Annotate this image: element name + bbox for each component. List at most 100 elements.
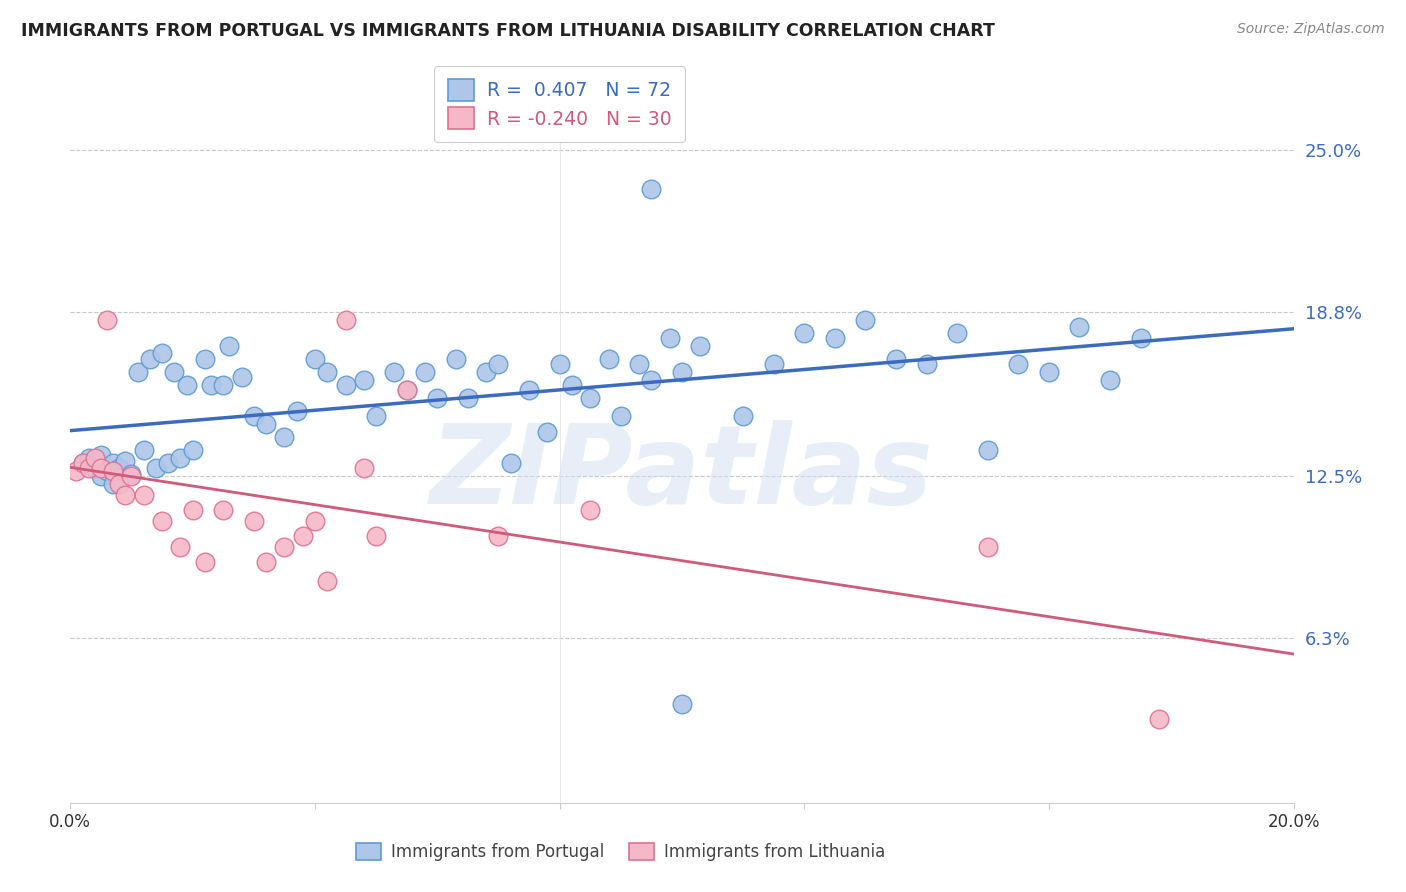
Point — [139, 351, 162, 366]
Point — [285, 404, 308, 418]
Point — [121, 469, 143, 483]
Point — [457, 391, 479, 405]
Point — [150, 514, 173, 528]
Point — [231, 370, 253, 384]
Point — [915, 357, 938, 371]
Point — [1069, 320, 1091, 334]
Point — [194, 351, 217, 366]
Point — [1007, 357, 1029, 371]
Point — [671, 697, 693, 711]
Point — [150, 346, 173, 360]
Point — [77, 450, 100, 465]
Text: Source: ZipAtlas.com: Source: ZipAtlas.com — [1237, 22, 1385, 37]
Point — [96, 312, 118, 326]
Point — [273, 430, 295, 444]
Point — [304, 351, 326, 366]
Point — [132, 443, 155, 458]
Point — [254, 556, 277, 570]
Point — [114, 453, 136, 467]
Point — [194, 556, 217, 570]
Point — [132, 487, 155, 501]
Point — [640, 182, 662, 196]
Point — [291, 529, 314, 543]
Point — [145, 461, 167, 475]
Point — [101, 477, 124, 491]
Point — [1099, 373, 1122, 387]
Point — [762, 357, 785, 371]
Point — [658, 331, 681, 345]
Point — [628, 357, 651, 371]
Point — [316, 365, 339, 379]
Point — [444, 351, 467, 366]
Point — [1038, 365, 1060, 379]
Point — [72, 456, 94, 470]
Point — [976, 540, 998, 554]
Point — [824, 331, 846, 345]
Point — [793, 326, 815, 340]
Point — [366, 529, 388, 543]
Point — [413, 365, 436, 379]
Point — [181, 443, 204, 458]
Point — [548, 357, 571, 371]
Point — [254, 417, 277, 431]
Point — [1147, 712, 1170, 726]
Point — [316, 574, 339, 588]
Point — [169, 450, 191, 465]
Point — [561, 377, 583, 392]
Point — [304, 514, 326, 528]
Point — [426, 391, 449, 405]
Point — [353, 373, 375, 387]
Point — [733, 409, 755, 424]
Point — [1129, 331, 1152, 345]
Point — [536, 425, 558, 439]
Point — [169, 540, 191, 554]
Point — [101, 464, 124, 478]
Point — [475, 365, 498, 379]
Point — [640, 373, 662, 387]
Point — [243, 514, 266, 528]
Point — [499, 456, 522, 470]
Point — [335, 312, 357, 326]
Point — [83, 450, 105, 465]
Point — [976, 443, 998, 458]
Point — [176, 377, 198, 392]
Point — [488, 529, 510, 543]
Point — [127, 365, 149, 379]
Point — [243, 409, 266, 424]
Point — [96, 464, 118, 478]
Point — [598, 351, 620, 366]
Point — [579, 503, 602, 517]
Point — [77, 461, 100, 475]
Point — [946, 326, 969, 340]
Point — [108, 461, 131, 475]
Point — [108, 477, 131, 491]
Point — [579, 391, 602, 405]
Point — [855, 312, 877, 326]
Text: IMMIGRANTS FROM PORTUGAL VS IMMIGRANTS FROM LITHUANIA DISABILITY CORRELATION CHA: IMMIGRANTS FROM PORTUGAL VS IMMIGRANTS F… — [21, 22, 995, 40]
Text: ZIPatlas: ZIPatlas — [430, 420, 934, 527]
Legend: Immigrants from Portugal, Immigrants from Lithuania: Immigrants from Portugal, Immigrants fro… — [349, 836, 893, 868]
Point — [90, 461, 112, 475]
Point — [114, 487, 136, 501]
Point — [884, 351, 907, 366]
Point — [90, 469, 112, 483]
Point — [671, 365, 693, 379]
Point — [181, 503, 204, 517]
Point — [689, 339, 711, 353]
Point — [488, 357, 510, 371]
Point — [517, 383, 540, 397]
Point — [335, 377, 357, 392]
Point — [273, 540, 295, 554]
Point — [212, 503, 235, 517]
Point — [353, 461, 375, 475]
Point — [395, 383, 418, 397]
Point — [200, 377, 222, 392]
Point — [384, 365, 406, 379]
Point — [395, 383, 418, 397]
Point — [212, 377, 235, 392]
Point — [163, 365, 186, 379]
Point — [157, 456, 180, 470]
Point — [90, 448, 112, 462]
Point — [121, 467, 143, 481]
Point — [610, 409, 633, 424]
